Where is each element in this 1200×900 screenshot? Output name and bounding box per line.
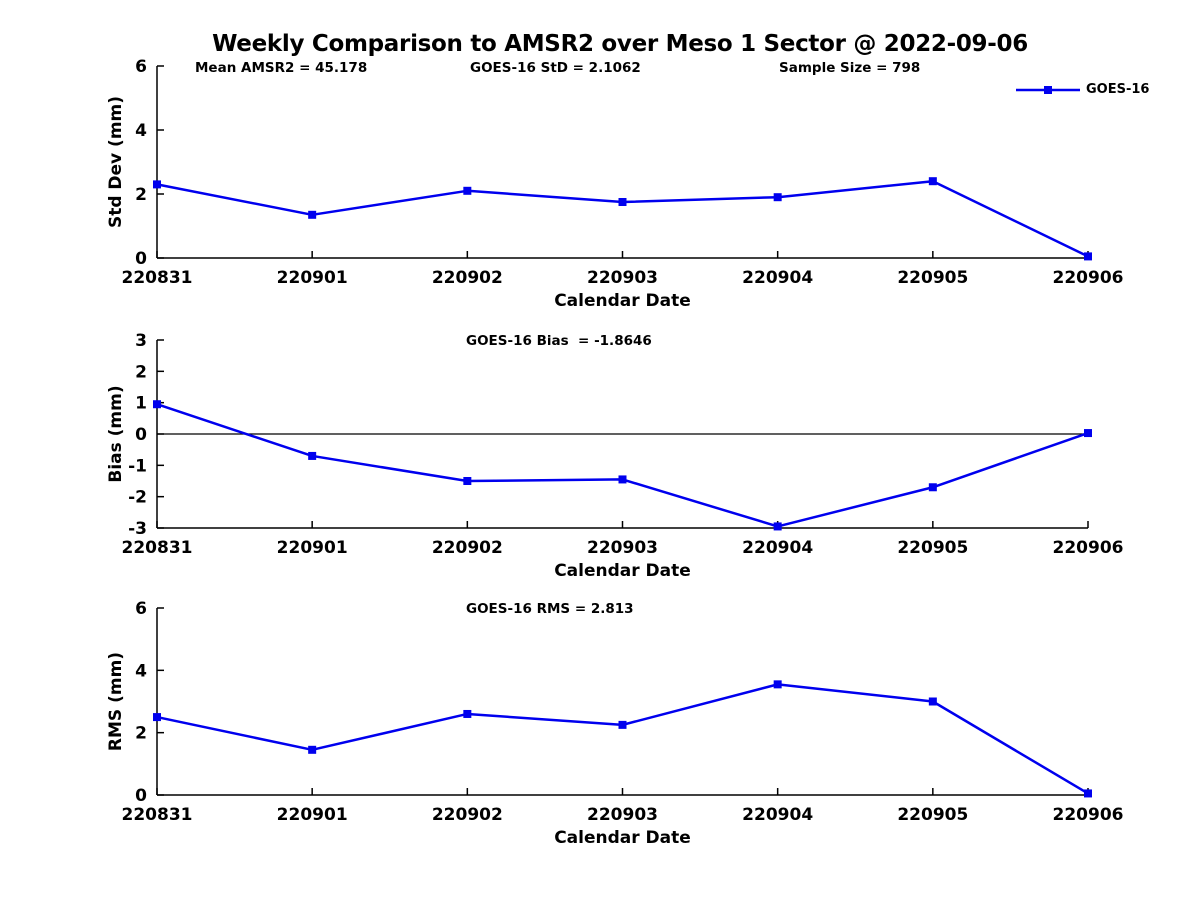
legend-line-sample bbox=[1016, 85, 1080, 94]
annotation: GOES-16 RMS = 2.813 bbox=[466, 601, 634, 617]
y-tick-label: 0 bbox=[135, 786, 147, 806]
data-point-marker bbox=[153, 713, 161, 722]
x-axis-title: Calendar Date bbox=[554, 291, 691, 311]
series-line bbox=[155, 402, 1090, 528]
y-tick-label: -2 bbox=[128, 488, 147, 508]
y-tick-label: 2 bbox=[135, 185, 147, 205]
x-axis-title: Calendar Date bbox=[554, 561, 691, 581]
x-tick-label: 220902 bbox=[432, 538, 503, 558]
legend: GOES-16 bbox=[1016, 82, 1149, 97]
x-tick-label: 220904 bbox=[742, 538, 813, 558]
data-point-marker bbox=[928, 697, 937, 706]
y-tick-label: 4 bbox=[135, 661, 147, 681]
x-tick-label: 220903 bbox=[587, 268, 658, 288]
series-line bbox=[155, 179, 1090, 258]
x-tick-label: 220903 bbox=[587, 805, 658, 825]
series-line bbox=[155, 683, 1090, 795]
x-tick-label: 220904 bbox=[742, 805, 813, 825]
x-tick-label: 220904 bbox=[742, 268, 813, 288]
data-point-marker bbox=[463, 709, 472, 718]
data-point-marker bbox=[773, 193, 782, 202]
figure-title: Weekly Comparison to AMSR2 over Meso 1 S… bbox=[212, 31, 1028, 57]
x-tick-label: 220831 bbox=[122, 805, 193, 825]
x-tick-label: 220902 bbox=[432, 268, 503, 288]
y-tick-label: 0 bbox=[135, 249, 147, 269]
y-tick-label: 0 bbox=[135, 425, 147, 445]
data-point-marker bbox=[618, 198, 627, 206]
legend-label: GOES-16 bbox=[1086, 82, 1150, 97]
x-tick-label: 220905 bbox=[897, 805, 968, 825]
x-tick-label: 220901 bbox=[277, 268, 348, 288]
data-point-marker bbox=[928, 483, 937, 492]
annotation: Mean AMSR2 = 45.178 bbox=[195, 60, 367, 76]
x-tick-label: 220901 bbox=[277, 538, 348, 558]
data-point-marker bbox=[1084, 429, 1092, 438]
x-tick-label: 220905 bbox=[897, 268, 968, 288]
data-point-marker bbox=[928, 177, 937, 186]
x-tick-label: 220906 bbox=[1053, 268, 1124, 288]
data-point-marker bbox=[773, 680, 782, 689]
x-tick-label: 220906 bbox=[1053, 805, 1124, 825]
data-point-marker bbox=[1084, 252, 1092, 261]
data-point-marker bbox=[153, 400, 161, 409]
data-point-marker bbox=[463, 477, 472, 485]
y-tick-label: 6 bbox=[135, 599, 147, 619]
y-tick-label: 3 bbox=[135, 331, 147, 351]
x-tick-label: 220831 bbox=[122, 268, 193, 288]
annotation: GOES-16 StD = 2.1062 bbox=[470, 60, 641, 76]
data-point-marker bbox=[153, 180, 161, 189]
y-axis-title: Bias (mm) bbox=[106, 385, 126, 482]
y-axis-title: Std Dev (mm) bbox=[106, 96, 126, 228]
data-point-marker bbox=[1084, 789, 1092, 798]
x-axis-title: Calendar Date bbox=[554, 828, 691, 848]
x-tick-label: 220831 bbox=[122, 538, 193, 558]
annotation: Sample Size = 798 bbox=[779, 60, 920, 76]
x-tick-label: 220906 bbox=[1053, 538, 1124, 558]
y-tick-label: 2 bbox=[135, 362, 147, 382]
data-point-marker bbox=[463, 186, 472, 195]
y-tick-label: -3 bbox=[128, 519, 147, 539]
data-point-marker bbox=[308, 210, 317, 219]
y-tick-label: 4 bbox=[135, 121, 147, 141]
data-point-marker bbox=[618, 720, 627, 729]
y-tick-label: -1 bbox=[128, 456, 147, 476]
y-axis-title: RMS (mm) bbox=[106, 652, 126, 751]
data-point-marker bbox=[308, 451, 317, 460]
annotation: GOES-16 Bias = -1.8646 bbox=[466, 333, 652, 349]
x-tick-label: 220903 bbox=[587, 538, 658, 558]
y-tick-label: 1 bbox=[135, 394, 147, 414]
y-tick-label: 6 bbox=[135, 57, 147, 77]
x-tick-label: 220902 bbox=[432, 805, 503, 825]
legend-marker-icon bbox=[1044, 85, 1052, 94]
data-point-marker bbox=[773, 522, 782, 531]
y-tick-label: 2 bbox=[135, 724, 147, 744]
x-tick-label: 220901 bbox=[277, 805, 348, 825]
data-point-marker bbox=[618, 475, 627, 484]
x-tick-label: 220905 bbox=[897, 538, 968, 558]
data-point-marker bbox=[308, 745, 317, 754]
